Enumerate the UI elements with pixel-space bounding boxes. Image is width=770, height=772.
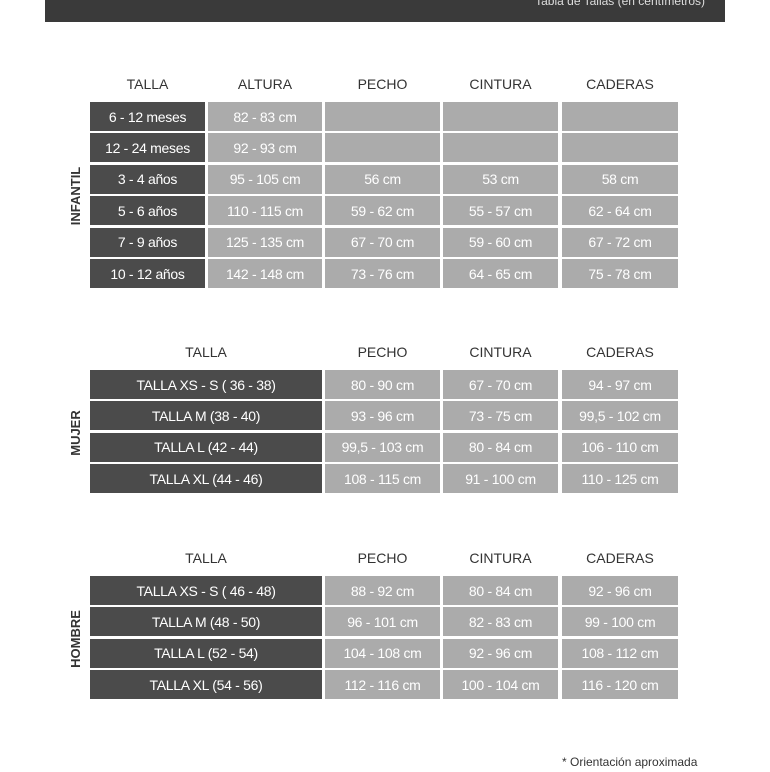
column-header: PECHO [357, 550, 408, 566]
column-header: PECHO [357, 76, 408, 92]
size-cell: 7 - 9 años [90, 227, 205, 257]
size-cell: 12 - 24 meses [90, 133, 205, 163]
footnote: * Orientación aproximada [562, 755, 698, 769]
measure-cell: 142 - 148 cm [208, 259, 322, 288]
column-header: CINTURA [469, 76, 532, 92]
size-cell: TALLA XL (54 - 56) [90, 670, 322, 700]
size-cell: 6 - 12 meses [90, 102, 205, 131]
measure-cell: 67 - 70 cm [325, 227, 440, 257]
measure-cell: 110 - 115 cm [208, 196, 322, 226]
section-label: MUJER [67, 410, 83, 456]
measure-cell: 59 - 62 cm [325, 196, 440, 226]
banner: Tabla de Tallas (en centímetros) [45, 0, 725, 22]
column-header: TALLA [185, 344, 227, 360]
measure-cell: 106 - 110 cm [562, 432, 678, 462]
column-header: CADERAS [586, 76, 654, 92]
measure-cell [325, 133, 440, 163]
measure-cell: 110 - 125 cm [562, 464, 678, 494]
size-cell: TALLA M (48 - 50) [90, 607, 322, 637]
measure-cell: 92 - 96 cm [443, 638, 558, 668]
measure-cell: 112 - 116 cm [325, 670, 440, 700]
size-cell: TALLA XS - S ( 36 - 38) [90, 370, 322, 399]
measure-cell: 92 - 93 cm [208, 133, 322, 163]
measure-cell: 108 - 112 cm [562, 638, 678, 668]
measure-cell: 82 - 83 cm [443, 607, 558, 637]
measure-cell: 55 - 57 cm [443, 196, 558, 226]
measure-cell: 116 - 120 cm [562, 670, 678, 700]
size-cell: TALLA L (52 - 54) [90, 638, 322, 668]
measure-cell: 53 cm [443, 164, 558, 194]
column-header: TALLA [126, 76, 169, 92]
measure-cell: 73 - 75 cm [443, 401, 558, 431]
measure-cell: 67 - 70 cm [443, 370, 558, 399]
measure-cell: 96 - 101 cm [325, 607, 440, 637]
column-header: CADERAS [586, 344, 654, 360]
column-header: CINTURA [469, 344, 532, 360]
column-header: ALTURA [237, 76, 293, 92]
measure-cell: 104 - 108 cm [325, 638, 440, 668]
measure-cell: 80 - 84 cm [443, 576, 558, 605]
size-cell: TALLA XS - S ( 46 - 48) [90, 576, 322, 605]
measure-cell: 108 - 115 cm [325, 464, 440, 494]
measure-cell: 99 - 100 cm [562, 607, 678, 637]
measure-cell: 125 - 135 cm [208, 227, 322, 257]
column-header: PECHO [357, 344, 408, 360]
measure-cell: 95 - 105 cm [208, 164, 322, 194]
measure-cell [562, 102, 678, 131]
measure-cell: 80 - 84 cm [443, 432, 558, 462]
column-header: TALLA [185, 550, 227, 566]
measure-cell: 64 - 65 cm [443, 259, 558, 288]
section-label: HOMBRE [67, 609, 83, 668]
measure-cell: 58 cm [562, 164, 678, 194]
measure-cell: 82 - 83 cm [208, 102, 322, 131]
measure-cell [443, 102, 558, 131]
banner-text: Tabla de Tallas (en centímetros) [535, 0, 705, 8]
measure-cell [325, 102, 440, 131]
measure-cell: 59 - 60 cm [443, 227, 558, 257]
size-cell: TALLA XL (44 - 46) [90, 464, 322, 494]
column-header: CINTURA [469, 550, 532, 566]
measure-cell: 62 - 64 cm [562, 196, 678, 226]
measure-cell: 100 - 104 cm [443, 670, 558, 700]
measure-cell: 80 - 90 cm [325, 370, 440, 399]
column-header: CADERAS [586, 550, 654, 566]
measure-cell: 91 - 100 cm [443, 464, 558, 494]
measure-cell: 88 - 92 cm [325, 576, 440, 605]
section-label: INFANTIL [67, 166, 83, 226]
measure-cell: 99,5 - 103 cm [325, 432, 440, 462]
size-cell: TALLA L (42 - 44) [90, 432, 322, 462]
measure-cell: 99,5 - 102 cm [562, 401, 678, 431]
measure-cell [443, 133, 558, 163]
measure-cell: 67 - 72 cm [562, 227, 678, 257]
size-cell: 10 - 12 años [90, 259, 205, 288]
size-cell: 5 - 6 años [90, 196, 205, 226]
measure-cell: 93 - 96 cm [325, 401, 440, 431]
measure-cell: 75 - 78 cm [562, 259, 678, 288]
measure-cell [562, 133, 678, 163]
size-cell: 3 - 4 años [90, 164, 205, 194]
size-cell: TALLA M (38 - 40) [90, 401, 322, 431]
measure-cell: 56 cm [325, 164, 440, 194]
measure-cell: 94 - 97 cm [562, 370, 678, 399]
measure-cell: 92 - 96 cm [562, 576, 678, 605]
measure-cell: 73 - 76 cm [325, 259, 440, 288]
